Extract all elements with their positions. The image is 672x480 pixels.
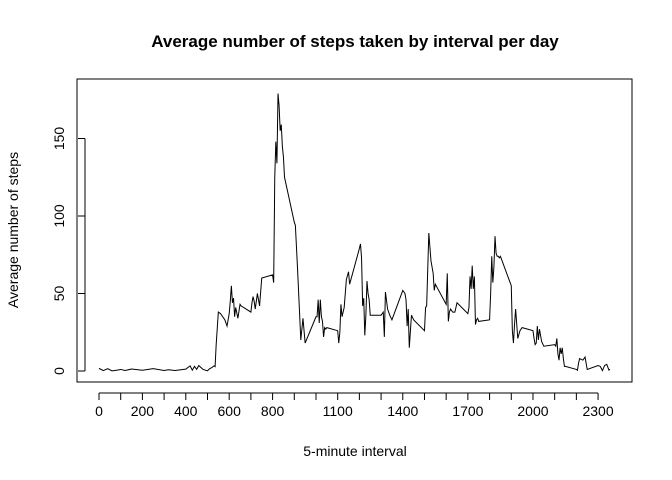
x-axis-label: 5-minute interval <box>303 443 407 459</box>
x-tick-label: 1400 <box>387 403 418 419</box>
x-tick-label: 0 <box>95 403 103 419</box>
x-axis: 0 200 400 600 800 1100 1400 1700 2000 2300 <box>95 392 614 419</box>
series-layer <box>98 93 611 372</box>
chart-title: Average number of steps taken by interva… <box>151 32 559 51</box>
y-axis: 0 50 100 150 <box>51 127 86 375</box>
y-tick-label: 100 <box>51 204 67 228</box>
x-tick-label: 400 <box>174 403 198 419</box>
series-line-0 <box>98 93 611 372</box>
x-tick-label: 200 <box>131 403 155 419</box>
y-axis-label: Average number of steps <box>5 152 21 308</box>
y-tick-label: 150 <box>51 127 67 151</box>
x-tick-label: 1700 <box>452 403 483 419</box>
x-tick-label: 1100 <box>323 403 353 419</box>
x-tick-label: 800 <box>261 403 285 419</box>
y-tick-label: 0 <box>51 367 67 375</box>
x-tick-label: 2300 <box>582 403 613 419</box>
plot-frame <box>76 78 633 383</box>
y-tick-label: 50 <box>51 286 67 302</box>
x-tick-label: 2000 <box>517 403 548 419</box>
x-tick-label: 600 <box>218 403 242 419</box>
